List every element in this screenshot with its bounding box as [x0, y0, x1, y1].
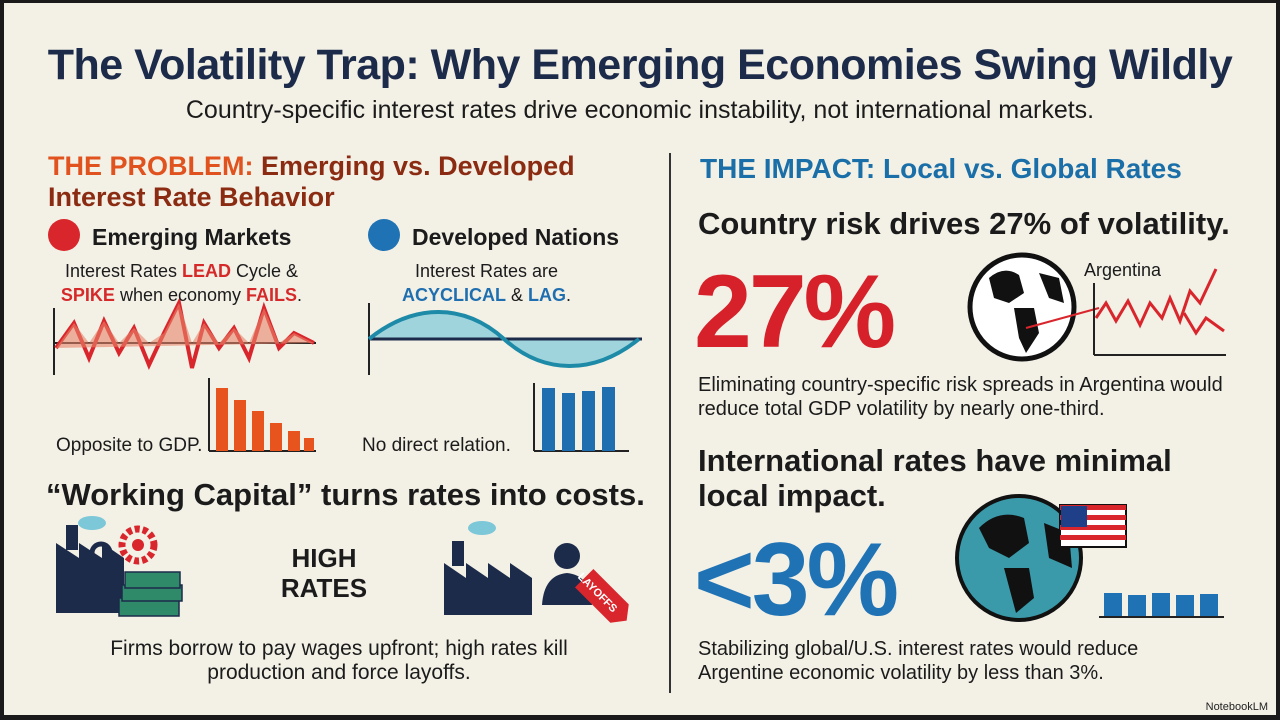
desc-em: FAILS [246, 285, 298, 305]
illustrations [48, 153, 1226, 693]
map-label: Argentina [1084, 260, 1162, 280]
desc-em: SPIKE [60, 285, 115, 305]
working-capital-heading: “Working Capital” turns rates into costs… [46, 477, 645, 512]
brand: NotebookLM [1205, 701, 1268, 713]
desc-text: Interest Rates are [414, 261, 559, 281]
argentina-chart [1093, 268, 1226, 356]
section-label: THE PROBLEM: [48, 151, 254, 181]
orange-bars [216, 388, 314, 451]
desc-text: & [505, 285, 528, 305]
developed-name: Developed Nations [412, 224, 620, 250]
desc-text: . [297, 285, 303, 305]
flat-bars [1099, 593, 1224, 618]
title: The Volatility Trap: Why Emerging Econom… [47, 41, 1233, 89]
infographic: The Volatility Trap: Why Emerging Econom… [4, 3, 1276, 715]
wave-line [367, 310, 641, 368]
international-text: Stabilizing global/U.S. interest rates w… [698, 638, 1139, 684]
emerging-note: Opposite to GDP. [56, 435, 203, 456]
country-text: Eliminating country-specific risk spread… [698, 374, 1223, 420]
developed-note: No direct relation. [362, 435, 511, 456]
globe-icon [955, 494, 1083, 622]
international-big: <3% [694, 522, 899, 638]
us-flag [1059, 504, 1127, 548]
blue-bars [542, 387, 615, 451]
section-heading: THE PROBLEM: Emerging vs. Developed Inte… [48, 151, 638, 213]
country-heading: Country risk drives 27% of volatility. [698, 206, 1230, 241]
country-big: 27% [694, 254, 896, 370]
section-heading: THE IMPACT: Local vs. Global Rates [700, 153, 1182, 185]
high-rates: HIGH RATES [280, 543, 368, 603]
developed-dot [368, 219, 400, 251]
desc-text: Interest Rates [64, 261, 183, 281]
desc-em: LAG [528, 285, 566, 305]
working-capital-text: Firms borrow to pay wages upfront; high … [110, 637, 568, 684]
section-label: THE IMPACT: [700, 153, 876, 184]
desc-text: Cycle & [231, 261, 299, 281]
desc-text: . [566, 285, 572, 305]
section-title: Emerging vs. Developed Interest Rate Beh… [48, 151, 575, 212]
volatile-area [56, 303, 314, 348]
globe-icon [967, 252, 1100, 362]
desc-em: LEAD [182, 261, 232, 281]
emerging-desc: Interest Rates LEAD Cycle & SPIKE when e… [49, 259, 314, 307]
desc-text: when economy [114, 285, 247, 305]
emerging-name: Emerging Markets [92, 224, 292, 250]
section-title: Local vs. Global Rates [883, 153, 1182, 184]
layoff-icon [444, 521, 629, 623]
factory-icon [56, 516, 183, 617]
international-heading: International rates have minimal local i… [698, 443, 1172, 513]
developed-desc: Interest Rates are ACYCLICAL & LAG. [384, 259, 589, 307]
emerging-dot [48, 219, 80, 251]
desc-em: ACYCLICAL [401, 285, 506, 305]
subtitle: Country-specific interest rates drive ec… [185, 96, 1095, 124]
